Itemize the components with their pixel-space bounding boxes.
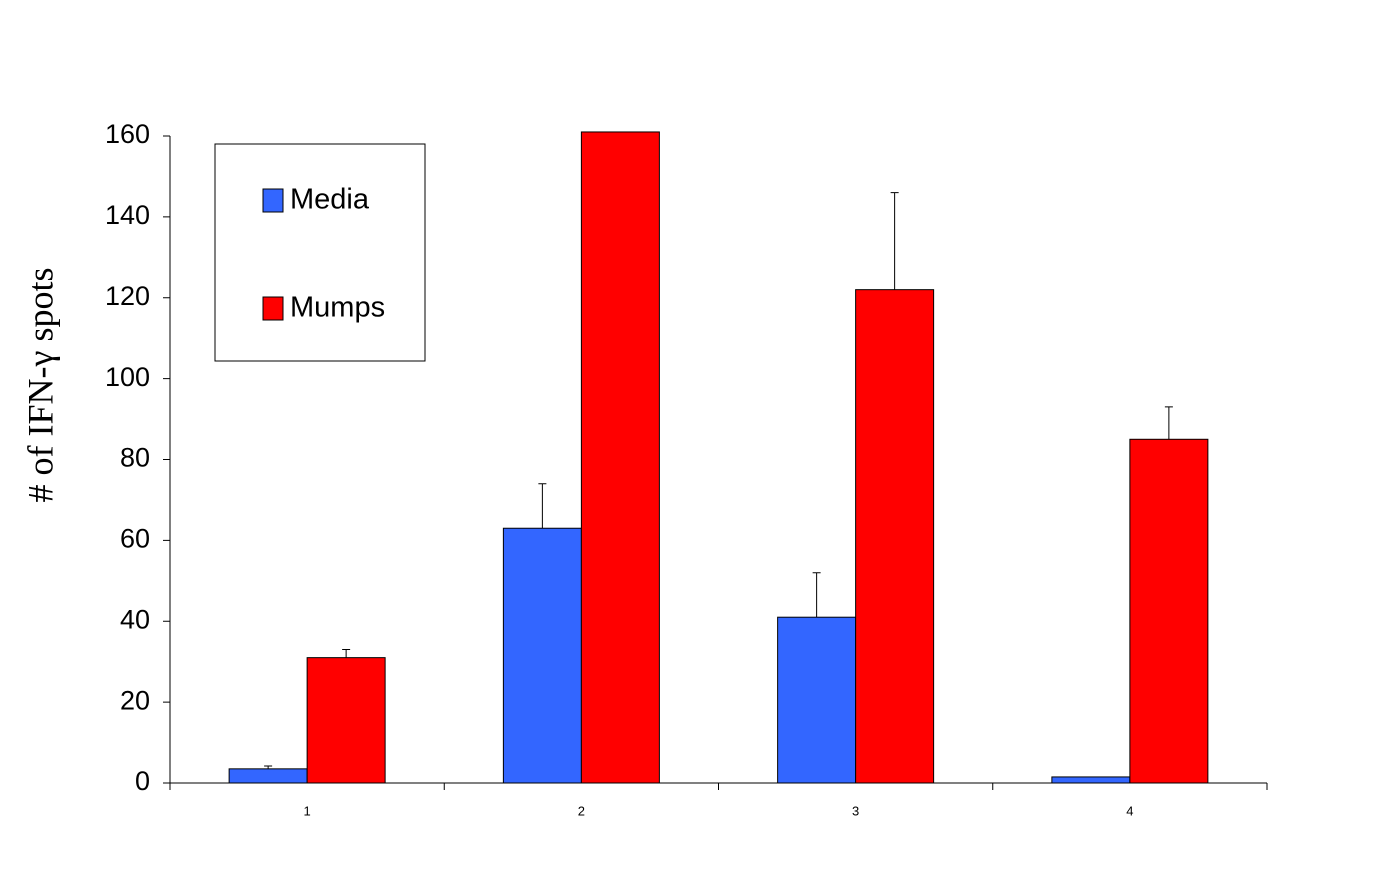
bar: [777, 616, 857, 784]
bar: [306, 657, 386, 784]
bar: [855, 289, 935, 784]
y-tick-label: 40: [120, 604, 150, 634]
y-tick-label: 160: [105, 119, 150, 149]
y-tick-label: 140: [105, 200, 150, 230]
x-tick-label: 1: [304, 803, 311, 818]
error-bar: [342, 649, 351, 658]
bar: [1051, 776, 1131, 784]
bar: [1129, 438, 1209, 784]
error-bar: [264, 765, 273, 769]
legend-swatch: [262, 296, 284, 321]
error-bar: [812, 572, 821, 618]
bar: [228, 768, 308, 784]
y-tick-label: 100: [105, 362, 150, 392]
y-tick-label: 20: [120, 685, 150, 715]
bar: [580, 131, 660, 784]
bar: [502, 527, 582, 784]
error-bar: [1164, 406, 1173, 440]
legend-label: Mumps: [290, 292, 385, 324]
y-tick-label: 120: [105, 281, 150, 311]
x-tick-label: 2: [578, 803, 585, 818]
x-tick-label: 4: [1126, 803, 1133, 818]
legend-label: Media: [290, 184, 370, 216]
y-tick-label: 60: [120, 524, 150, 554]
y-tick-label: 80: [120, 443, 150, 473]
error-bar: [538, 483, 547, 529]
y-axis-label: # of IFN-γ spots: [20, 268, 60, 503]
error-bar: [890, 192, 899, 290]
y-tick-label: 0: [135, 766, 150, 796]
legend-swatch: [262, 188, 284, 213]
x-tick-label: 3: [852, 803, 859, 818]
legend-box: [214, 143, 426, 362]
